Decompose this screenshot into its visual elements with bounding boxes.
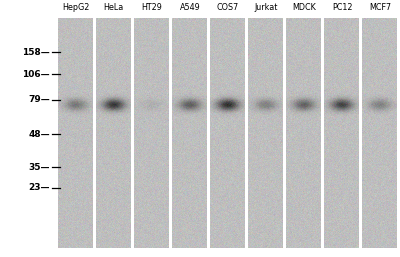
Text: HeLa: HeLa [104, 3, 124, 12]
Text: HT29: HT29 [141, 3, 162, 12]
Text: 35—: 35— [28, 162, 50, 171]
Text: 23—: 23— [28, 183, 50, 192]
Text: 106—: 106— [22, 70, 50, 79]
Text: A549: A549 [180, 3, 200, 12]
Text: 158—: 158— [22, 48, 50, 57]
Text: 48—: 48— [28, 130, 50, 139]
Text: MCF7: MCF7 [369, 3, 392, 12]
Text: 79—: 79— [28, 95, 50, 104]
Text: MDCK: MDCK [292, 3, 316, 12]
Text: Jurkat: Jurkat [254, 3, 278, 12]
Text: COS7: COS7 [217, 3, 239, 12]
Text: PC12: PC12 [332, 3, 352, 12]
Text: HepG2: HepG2 [62, 3, 89, 12]
